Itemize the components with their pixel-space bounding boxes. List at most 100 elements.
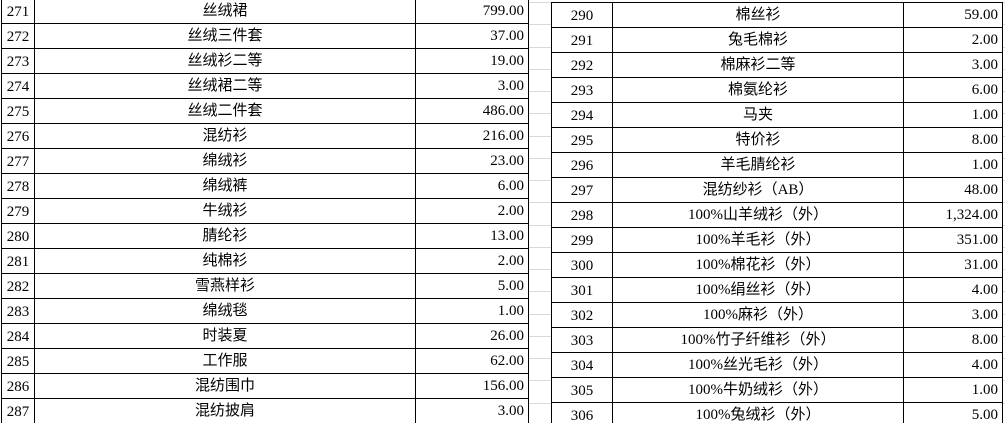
item-name-cell[interactable]: 100%兔绒衫（外） [612,402,904,423]
item-name-cell[interactable]: 羊毛腈纶衫 [612,152,904,178]
row-number-cell[interactable]: 279 [1,198,35,224]
row-number-cell[interactable]: 280 [1,223,35,249]
amount-cell[interactable]: 1.00 [903,102,1003,128]
row-number-cell[interactable]: 282 [1,273,35,299]
item-name-cell[interactable]: 绵绒衫 [34,148,416,174]
item-name-cell[interactable]: 马夹 [612,102,904,128]
item-name-cell[interactable]: 100%竹子纤维衫（外） [612,327,904,353]
amount-cell[interactable]: 59.00 [903,2,1003,28]
amount-cell[interactable]: 48.00 [903,177,1003,203]
item-name-cell[interactable]: 100%山羊绒衫（外） [612,202,904,228]
amount-cell[interactable]: 19.00 [415,48,529,74]
row-number-cell[interactable]: 298 [551,202,613,228]
amount-cell[interactable]: 6.00 [415,173,529,199]
row-number-cell[interactable]: 276 [1,123,35,149]
item-name-cell[interactable]: 100%棉花衫（外） [612,252,904,278]
row-number-cell[interactable]: 284 [1,323,35,349]
row-number-cell[interactable]: 292 [551,52,613,78]
item-name-cell[interactable]: 棉丝衫 [612,2,904,28]
row-number-cell[interactable]: 275 [1,98,35,124]
item-name-cell[interactable]: 丝绒三件套 [34,23,416,49]
amount-cell[interactable]: 1.00 [903,377,1003,403]
amount-cell[interactable]: 486.00 [415,98,529,124]
row-number-cell[interactable]: 273 [1,48,35,74]
item-name-cell[interactable]: 100%麻衫（外） [612,302,904,328]
row-number-cell[interactable]: 286 [1,373,35,399]
item-name-cell[interactable]: 丝绒裙二等 [34,73,416,99]
item-name-cell[interactable]: 棉氨纶衫 [612,77,904,103]
row-number-cell[interactable]: 305 [551,377,613,403]
amount-cell[interactable]: 2.00 [415,248,529,274]
item-name-cell[interactable]: 丝绒衫二等 [34,48,416,74]
item-name-cell[interactable]: 腈纶衫 [34,223,416,249]
row-number-cell[interactable]: 304 [551,352,613,378]
amount-cell[interactable]: 156.00 [415,373,529,399]
item-name-cell[interactable]: 100%羊毛衫（外） [612,227,904,253]
item-name-cell[interactable]: 100%绢丝衫（外） [612,277,904,303]
amount-cell[interactable]: 1,324.00 [903,202,1003,228]
amount-cell[interactable]: 1.00 [903,152,1003,178]
amount-cell[interactable]: 351.00 [903,227,1003,253]
row-number-cell[interactable]: 281 [1,248,35,274]
row-number-cell[interactable]: 277 [1,148,35,174]
item-name-cell[interactable]: 牛绒衫 [34,198,416,224]
item-name-cell[interactable]: 绵绒裤 [34,173,416,199]
item-name-cell[interactable]: 雪燕样衫 [34,273,416,299]
row-number-cell[interactable]: 295 [551,127,613,153]
row-number-cell[interactable]: 283 [1,298,35,324]
row-number-cell[interactable]: 290 [551,2,613,28]
amount-cell[interactable]: 1.00 [415,298,529,324]
item-name-cell[interactable]: 棉麻衫二等 [612,52,904,78]
amount-cell[interactable]: 5.00 [903,402,1003,423]
item-name-cell[interactable]: 工作服 [34,348,416,374]
amount-cell[interactable]: 4.00 [903,352,1003,378]
row-number-cell[interactable]: 285 [1,348,35,374]
row-number-cell[interactable]: 302 [551,302,613,328]
item-name-cell[interactable]: 混纺衫 [34,123,416,149]
row-number-cell[interactable]: 291 [551,27,613,53]
item-name-cell[interactable]: 100%丝光毛衫（外） [612,352,904,378]
item-name-cell[interactable]: 时装夏 [34,323,416,349]
row-number-cell[interactable]: 296 [551,152,613,178]
amount-cell[interactable]: 5.00 [415,273,529,299]
amount-cell[interactable]: 13.00 [415,223,529,249]
amount-cell[interactable]: 3.00 [415,73,529,99]
row-number-cell[interactable]: 297 [551,177,613,203]
amount-cell[interactable]: 8.00 [903,327,1003,353]
item-name-cell[interactable]: 特价衫 [612,127,904,153]
item-name-cell[interactable]: 丝绒二件套 [34,98,416,124]
row-number-cell[interactable]: 274 [1,73,35,99]
row-number-cell[interactable]: 287 [1,398,35,423]
item-name-cell[interactable]: 丝绒裙 [34,0,416,24]
item-name-cell[interactable]: 100%牛奶绒衫（外） [612,377,904,403]
amount-cell[interactable]: 8.00 [903,127,1003,153]
row-number-cell[interactable]: 271 [1,0,35,24]
amount-cell[interactable]: 3.00 [415,398,529,423]
row-number-cell[interactable]: 303 [551,327,613,353]
amount-cell[interactable]: 3.00 [903,302,1003,328]
amount-cell[interactable]: 6.00 [903,77,1003,103]
row-number-cell[interactable]: 306 [551,402,613,423]
item-name-cell[interactable]: 混纺披肩 [34,398,416,423]
row-number-cell[interactable]: 300 [551,252,613,278]
amount-cell[interactable]: 3.00 [903,52,1003,78]
amount-cell[interactable]: 26.00 [415,323,529,349]
amount-cell[interactable]: 799.00 [415,0,529,24]
amount-cell[interactable]: 23.00 [415,148,529,174]
amount-cell[interactable]: 4.00 [903,277,1003,303]
amount-cell[interactable]: 2.00 [415,198,529,224]
amount-cell[interactable]: 216.00 [415,123,529,149]
amount-cell[interactable]: 31.00 [903,252,1003,278]
item-name-cell[interactable]: 绵绒毯 [34,298,416,324]
row-number-cell[interactable]: 293 [551,77,613,103]
row-number-cell[interactable]: 299 [551,227,613,253]
item-name-cell[interactable]: 混纺围巾 [34,373,416,399]
row-number-cell[interactable]: 294 [551,102,613,128]
item-name-cell[interactable]: 兔毛棉衫 [612,27,904,53]
row-number-cell[interactable]: 272 [1,23,35,49]
amount-cell[interactable]: 2.00 [903,27,1003,53]
amount-cell[interactable]: 37.00 [415,23,529,49]
row-number-cell[interactable]: 301 [551,277,613,303]
amount-cell[interactable]: 62.00 [415,348,529,374]
item-name-cell[interactable]: 纯棉衫 [34,248,416,274]
